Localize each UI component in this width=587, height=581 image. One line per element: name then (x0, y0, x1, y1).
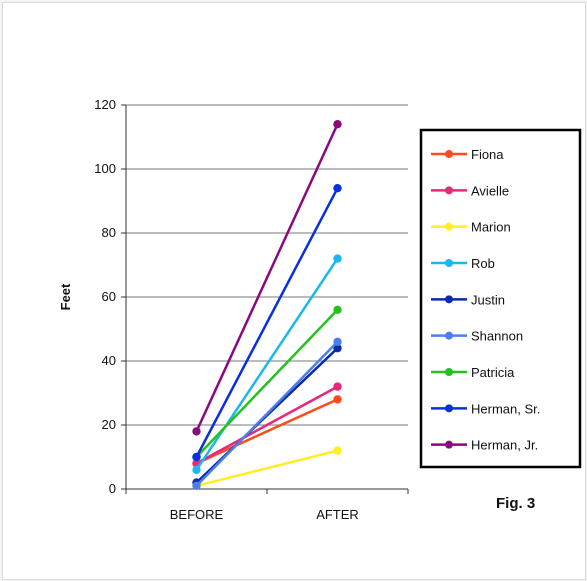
series-line-fiona (195, 398, 339, 465)
tick-label-y-20: 20 (102, 417, 116, 432)
tick-label-x-after: AFTER (316, 507, 359, 522)
series-line-herman-sr (195, 187, 339, 458)
legend-label-herman-jr: Herman, Jr. (471, 438, 538, 453)
tick-label-x-before: BEFORE (170, 507, 224, 522)
legend-label-avielle: Avielle (471, 183, 509, 198)
point-fiona-after (333, 395, 342, 404)
point-avielle-after (333, 382, 342, 391)
point-herman-sr-after (333, 184, 342, 193)
point-shannon-after (333, 337, 342, 346)
legend-marker-fiona (445, 150, 453, 158)
tick-label-y-80: 80 (102, 225, 116, 240)
legend-label-patricia: Patricia (471, 365, 515, 380)
grid-lines (126, 104, 408, 426)
tick-label-y-120: 120 (94, 97, 116, 112)
point-herman-jr-after (333, 120, 342, 129)
series-line-marion (196, 449, 338, 488)
legend-label-herman-sr: Herman, Sr. (471, 401, 540, 416)
legend-marker-justin (445, 295, 453, 304)
legend-label-fiona: Fiona (471, 147, 504, 162)
series-line-rob (195, 257, 339, 471)
series-line-shannon (195, 340, 339, 487)
point-shannon-before (192, 481, 201, 490)
series-lines (192, 120, 342, 490)
series-line-patricia (195, 308, 339, 458)
tick-label-y-100: 100 (94, 161, 116, 176)
legend-marker-shannon (445, 331, 453, 340)
legend-marker-herman-jr (445, 440, 453, 449)
point-herman-sr-before (192, 452, 201, 462)
tick-label-y-0: 0 (109, 481, 116, 496)
line-chart: 0 20 40 60 80 100 120 BEFORE AFTER Fiona Avielle M… (58, 97, 582, 522)
axes: 0 20 40 60 80 100 120 BEFORE AFTER (94, 97, 409, 522)
point-rob-before (192, 465, 201, 474)
point-justin-after (333, 344, 342, 353)
tick-label-y-40: 40 (102, 353, 116, 368)
series-line-avielle (195, 385, 339, 465)
legend-label-shannon: Shannon (471, 329, 523, 344)
y-axis-label: Feet (58, 283, 73, 310)
point-patricia-after (333, 305, 342, 314)
legend-label-marion: Marion (471, 220, 511, 235)
series-line-herman-jr (195, 123, 339, 432)
legend-marker-patricia (445, 368, 453, 376)
legend-marker-marion (445, 222, 453, 231)
point-marion-after (333, 446, 342, 455)
legend-label-rob: Rob (471, 256, 495, 271)
figure-label: Fig. 3 (496, 495, 535, 512)
point-rob-after (333, 254, 342, 263)
legend-marker-rob (445, 259, 453, 267)
tick-label-y-60: 60 (102, 289, 116, 304)
legend: Fiona Avielle Marion Rob Justin Shannon Patric… (419, 128, 582, 469)
legend-marker-herman-sr (445, 404, 453, 413)
legend-label-justin: Justin (471, 292, 505, 307)
legend-marker-avielle (445, 186, 453, 195)
point-herman-jr-before (192, 427, 201, 436)
